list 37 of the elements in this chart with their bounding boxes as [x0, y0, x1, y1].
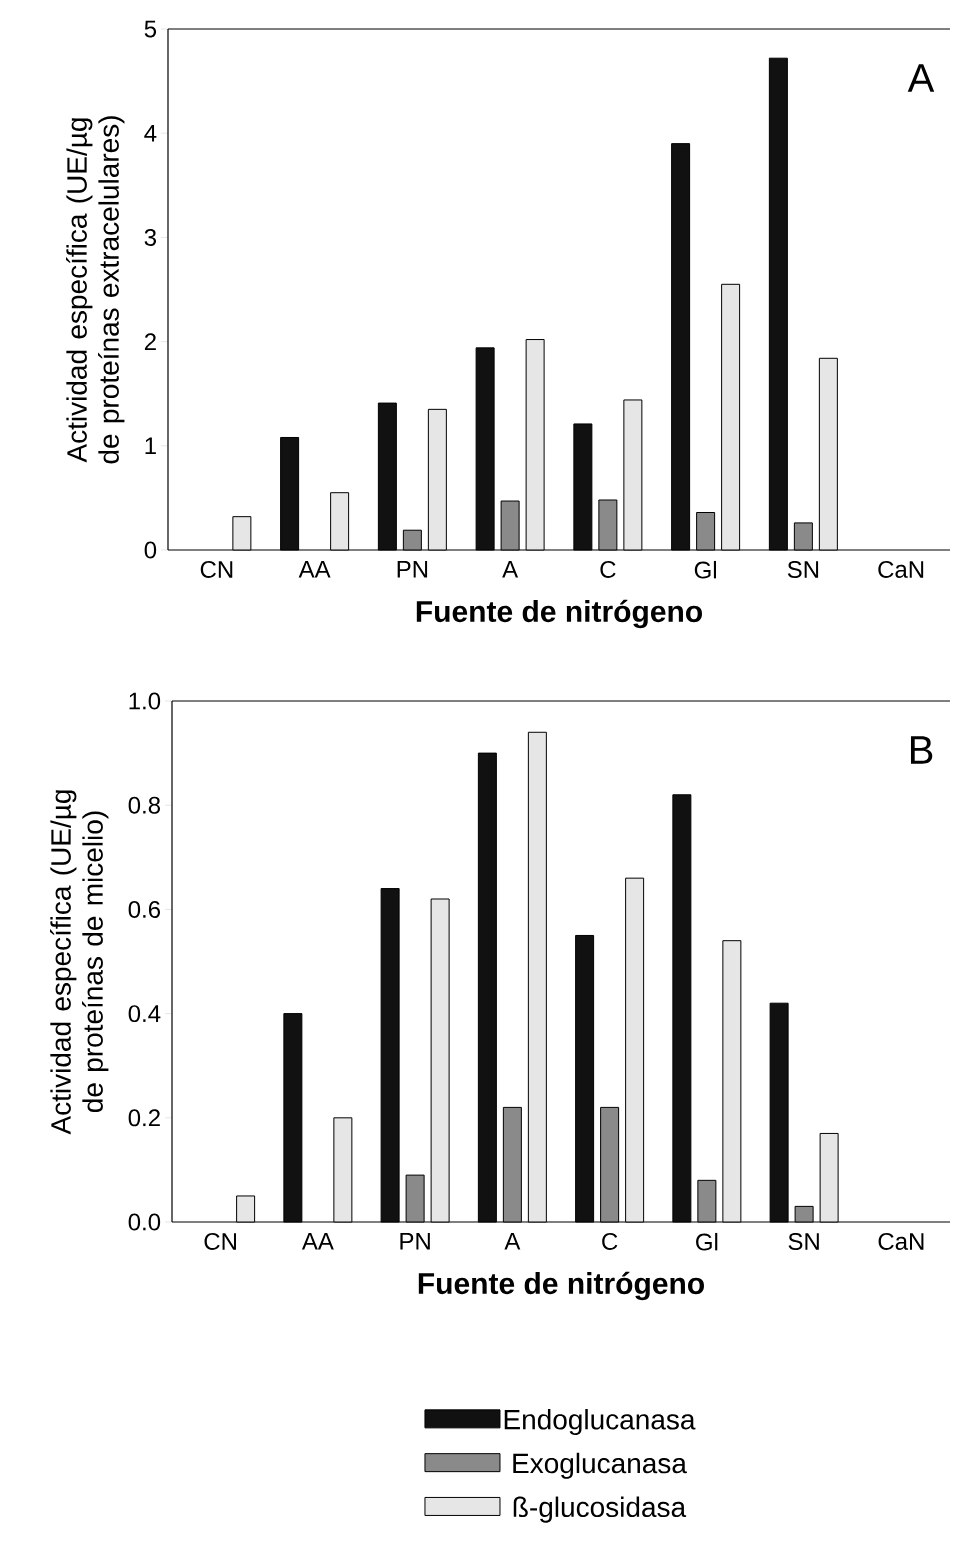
annotation: B — [910, 736, 933, 764]
y-tick-label: 2 — [144, 333, 156, 350]
x-axis-title: Fuente de nitrógeno — [418, 1271, 704, 1301]
x-tick-label: Gl — [694, 560, 717, 579]
y-tick-label: 1 — [145, 437, 156, 455]
x-tick-label: Gl — [696, 1232, 718, 1251]
x-tick-label: PN — [400, 1232, 430, 1250]
y-tick-label: 0.8 — [128, 796, 161, 814]
x-tick-label: SN — [787, 560, 819, 578]
y-tick-label: 0.6 — [128, 900, 161, 918]
y-tick-label: 5 — [144, 20, 157, 38]
x-tick-label: PN — [397, 560, 428, 578]
x-tick-label: C — [602, 1232, 618, 1250]
x-tick-label: CN — [200, 560, 233, 578]
y-tick-label: 0.4 — [128, 1005, 161, 1023]
y-tick-label: 0 — [144, 541, 157, 559]
y-axis-title: Actividad específica (UE/µg de proteínas de micelio) — [50, 790, 109, 1135]
x-tick-label: CaN — [878, 560, 924, 578]
x-tick-label: A — [502, 560, 519, 578]
annotation: A — [907, 64, 935, 92]
x-tick-label: C — [600, 560, 616, 578]
legend-label: ß-glucosidasa — [513, 1496, 687, 1523]
legend-label: Exoglucanasa — [513, 1452, 687, 1479]
legend-label: Endoglucanasa — [504, 1408, 696, 1436]
y-tick-label: 0.2 — [128, 1109, 160, 1127]
y-tick-label: 1.0 — [129, 692, 161, 710]
x-tick-label: A — [504, 1232, 521, 1250]
y-tick-label: 3 — [144, 228, 157, 246]
x-tick-label: AA — [298, 560, 331, 578]
x-tick-label: SN — [788, 1232, 819, 1250]
y-tick-label: 0.0 — [128, 1213, 161, 1231]
x-tick-label: AA — [301, 1232, 334, 1250]
x-tick-label: CaN — [878, 1232, 924, 1250]
x-tick-label: CN — [204, 1232, 236, 1250]
x-axis-title: Fuente de nitrógeno — [416, 599, 702, 629]
y-tick-label: 4 — [144, 124, 157, 142]
y-axis-title: Actividad específica (UE/µg de proteínas extracelulares) — [66, 116, 125, 464]
